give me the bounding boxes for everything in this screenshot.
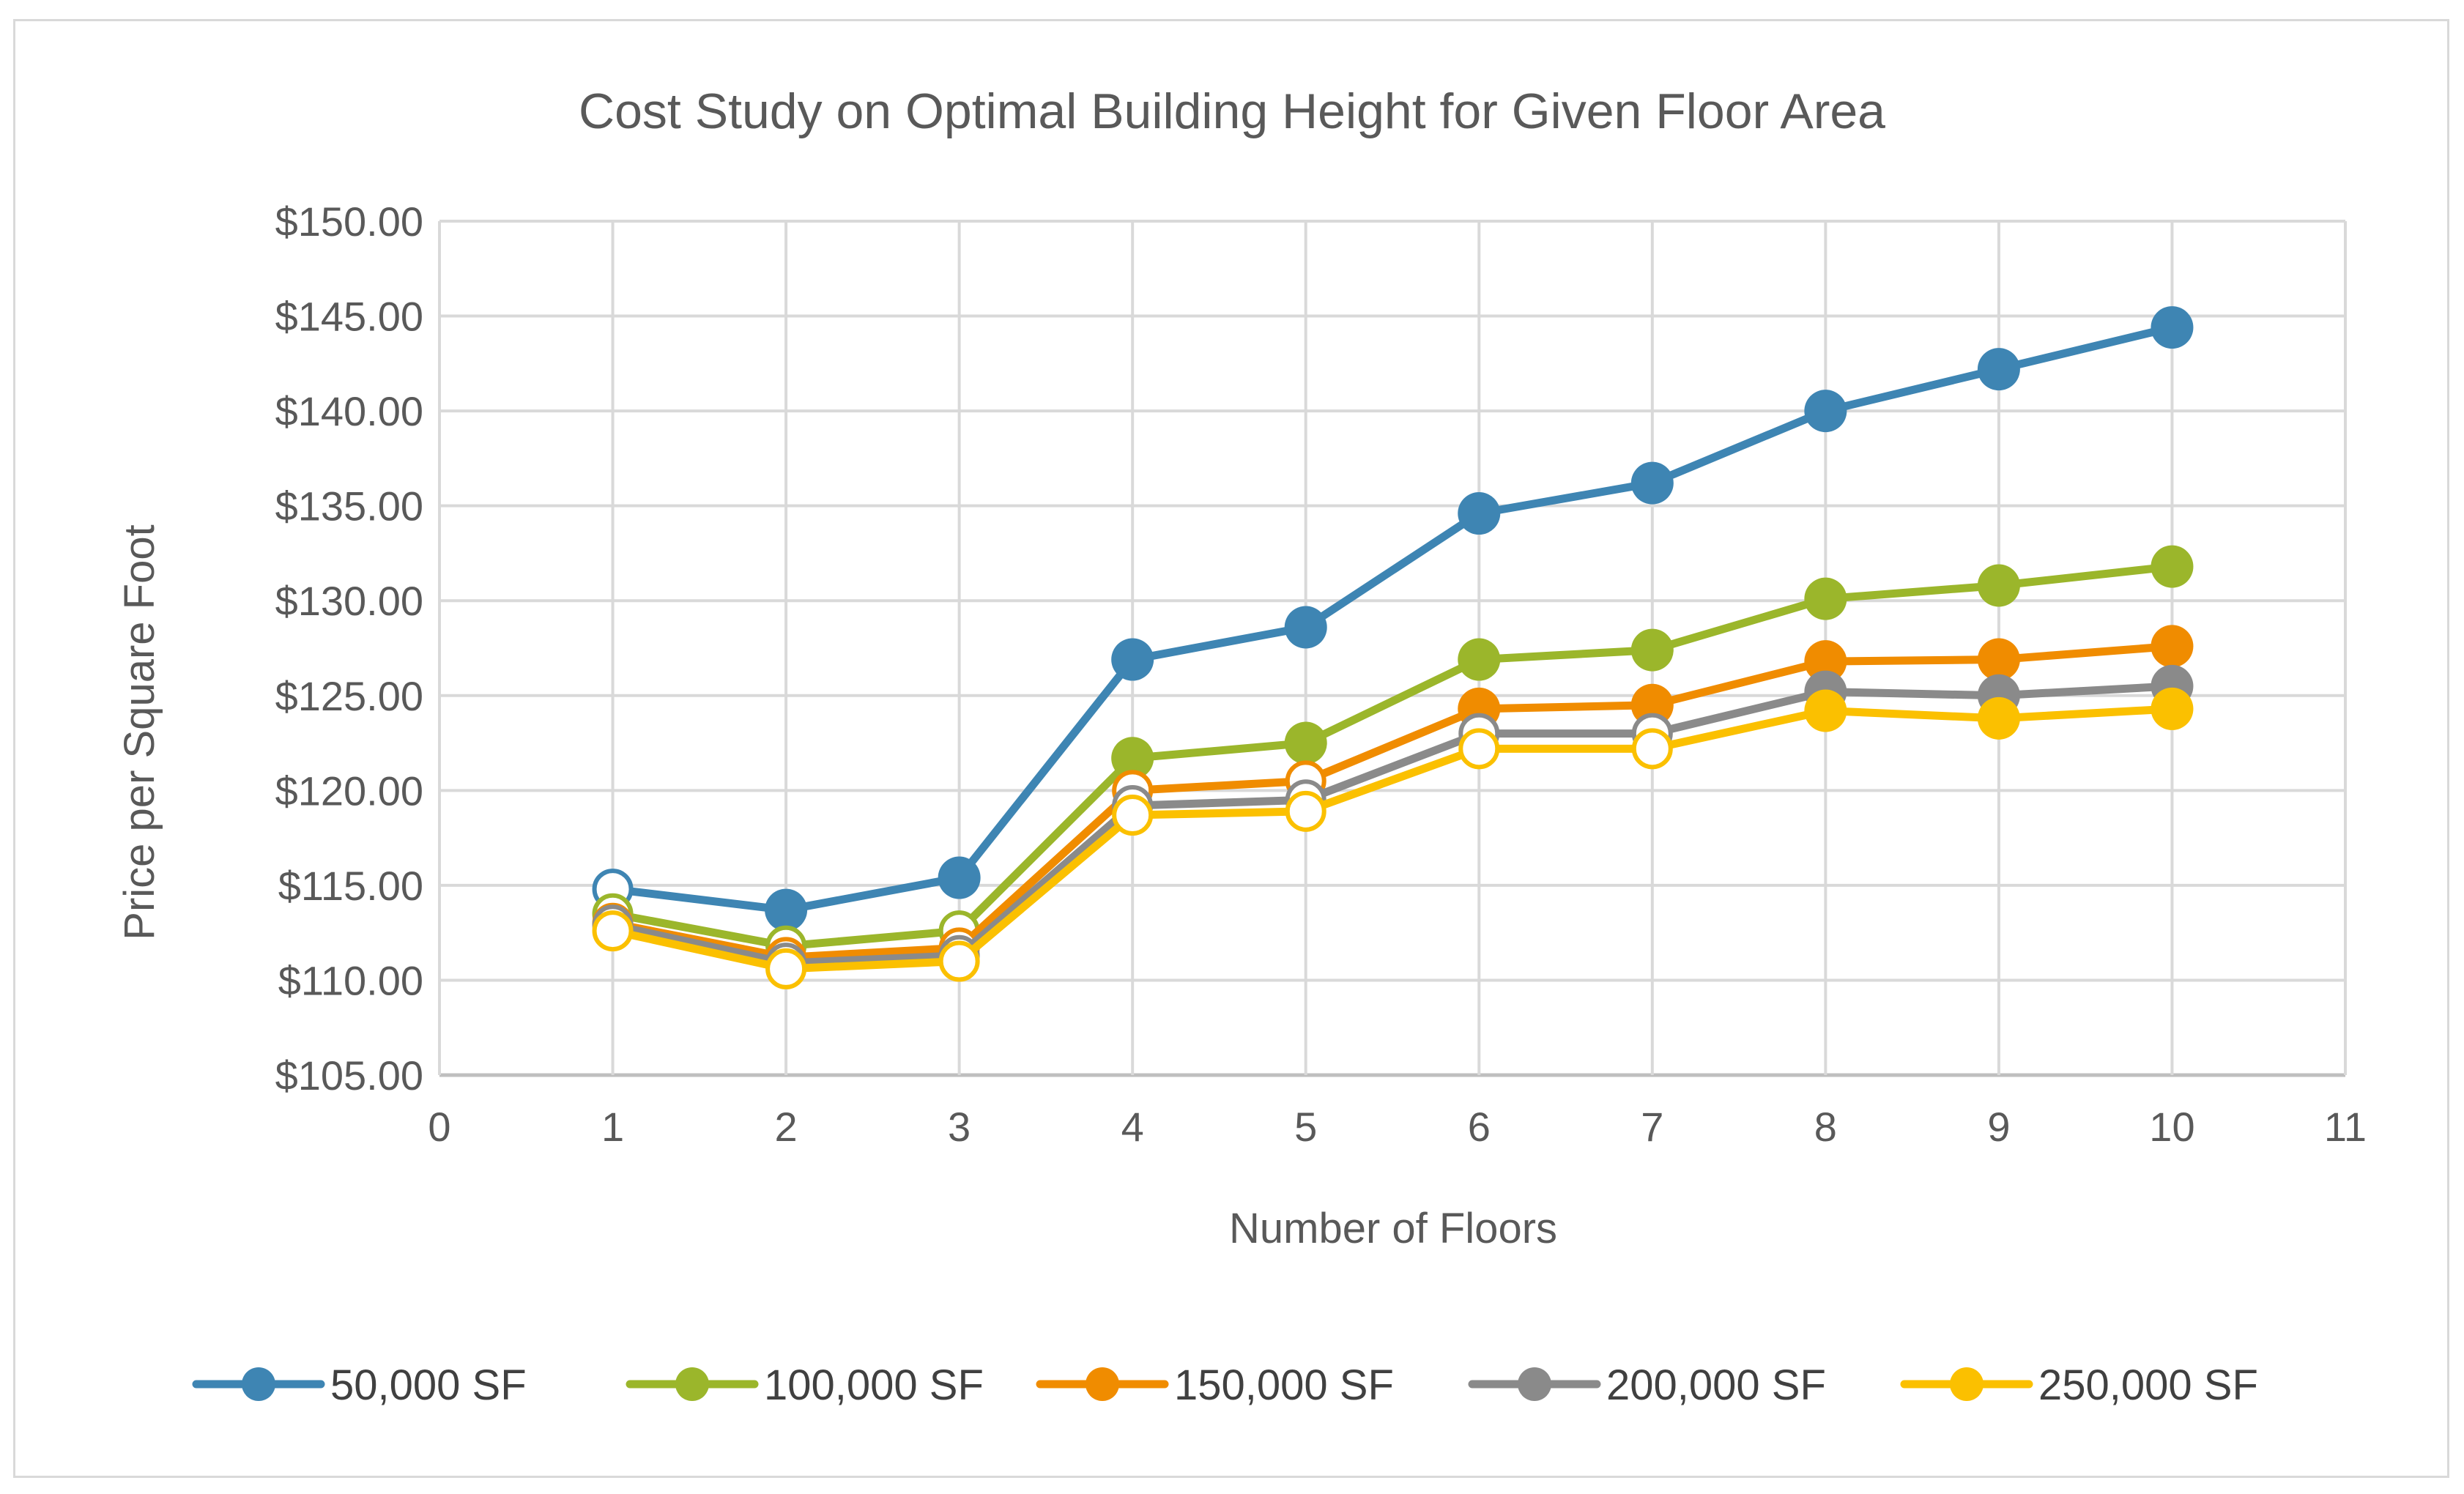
- data-point: [1977, 348, 2020, 391]
- legend-label: 100,000 SF: [764, 1361, 984, 1409]
- y-axis-ticks: $105.00 $110.00 $115.00 $120.00 $125.00 $130.…: [275, 198, 423, 1099]
- data-point: [1630, 461, 1674, 505]
- legend-marker: [242, 1367, 275, 1401]
- y-axis-label: Price per Square Foot: [116, 524, 163, 940]
- x-tick-label: 9: [1987, 1104, 2010, 1150]
- data-point: [938, 940, 980, 982]
- x-axis-label: Number of Floors: [1229, 1205, 1557, 1252]
- data-point: [1977, 638, 2020, 681]
- data-point: [2151, 625, 2194, 668]
- y-tick-label: $135.00: [275, 483, 423, 529]
- legend-item: 50,000 SF: [192, 1361, 527, 1409]
- data-point: [1284, 721, 1327, 765]
- y-tick-label: $150.00: [275, 198, 423, 245]
- series-2: [592, 625, 2194, 978]
- x-tick-label: 3: [948, 1104, 971, 1150]
- x-tick-label: 0: [428, 1104, 450, 1150]
- data-point: [1804, 390, 1847, 433]
- y-tick-label: $130.00: [275, 578, 423, 624]
- series-line: [609, 562, 2176, 951]
- series-line: [609, 705, 2176, 973]
- data-point: [1804, 689, 1847, 732]
- data-point: [1458, 728, 1500, 770]
- x-tick-label: 5: [1294, 1104, 1317, 1150]
- data-point: [1630, 628, 1674, 672]
- legend-label: 150,000 SF: [1174, 1361, 1394, 1409]
- legend-marker: [1518, 1367, 1551, 1401]
- y-tick-label: $140.00: [275, 388, 423, 434]
- series-line: [609, 323, 2176, 915]
- y-tick-label: $120.00: [275, 768, 423, 814]
- y-tick-label: $115.00: [278, 863, 423, 909]
- data-point: [1111, 638, 1154, 681]
- data-point: [1977, 564, 2020, 607]
- series-4: [592, 687, 2194, 989]
- x-tick-label: 1: [601, 1104, 624, 1150]
- legend-marker: [1086, 1367, 1119, 1401]
- data-point: [1284, 606, 1327, 649]
- data-point: [1285, 790, 1326, 832]
- legend: 50,000 SF 100,000 SF 150,000 SF 200,000 SF 2…: [192, 1361, 2258, 1409]
- data-point: [592, 910, 634, 952]
- legend-label: 50,000 SF: [330, 1361, 527, 1409]
- chart-title: Cost Study on Optimal Building Height fo…: [579, 83, 1885, 139]
- legend-item: 200,000 SF: [1468, 1361, 1826, 1409]
- series-0: [592, 306, 2194, 932]
- legend-marker: [1950, 1367, 1984, 1401]
- x-tick-label: 4: [1121, 1104, 1144, 1150]
- legend-label: 250,000 SF: [2038, 1361, 2258, 1409]
- data-point: [2151, 306, 2194, 349]
- legend-marker: [675, 1367, 709, 1401]
- data-point: [2151, 545, 2194, 588]
- data-point: [1977, 696, 2020, 740]
- data-point: [1458, 638, 1501, 681]
- legend-item: 150,000 SF: [1036, 1361, 1394, 1409]
- x-tick-label: 7: [1641, 1104, 1663, 1150]
- y-tick-label: $125.00: [275, 673, 423, 719]
- series-layer: [592, 306, 2194, 989]
- data-point: [1458, 492, 1501, 535]
- x-tick-label: 6: [1468, 1104, 1491, 1150]
- data-point: [938, 856, 981, 899]
- data-point: [1630, 683, 1674, 726]
- data-point: [1111, 737, 1154, 780]
- data-point: [765, 948, 807, 989]
- data-point: [2151, 687, 2194, 730]
- series-line: [609, 682, 2176, 967]
- x-tick-label: 10: [2149, 1104, 2194, 1150]
- data-point: [1804, 577, 1847, 620]
- x-tick-label: 11: [2324, 1104, 2367, 1150]
- x-axis-ticks: 0 1 2 3 4 5 6 7 8 9 10 11: [428, 1104, 2367, 1150]
- legend-label: 200,000 SF: [1606, 1361, 1826, 1409]
- y-tick-label: $145.00: [275, 294, 423, 340]
- legend-item: 250,000 SF: [1900, 1361, 2258, 1409]
- data-point: [1112, 795, 1154, 836]
- y-tick-label: $110.00: [278, 957, 423, 1003]
- y-tick-label: $105.00: [275, 1052, 423, 1099]
- data-point: [765, 888, 808, 932]
- series-line: [609, 642, 2176, 962]
- x-tick-label: 2: [775, 1104, 798, 1150]
- data-point: [1631, 728, 1673, 770]
- legend-item: 100,000 SF: [626, 1361, 984, 1409]
- data-point: [1804, 640, 1847, 683]
- x-tick-label: 8: [1814, 1104, 1837, 1150]
